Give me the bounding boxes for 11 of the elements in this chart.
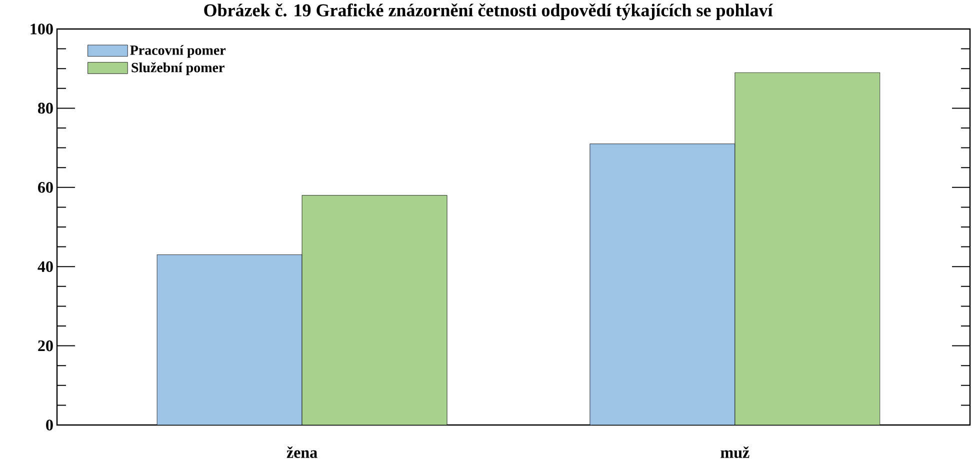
x-tick-label: žena xyxy=(286,446,318,458)
y-tick-label: 20 xyxy=(38,340,53,352)
legend-label: Pracovní pomer xyxy=(130,45,226,58)
y-tick-label: 80 xyxy=(38,102,53,114)
y-tick-label: 40 xyxy=(38,261,53,272)
y-tick-label: 0 xyxy=(46,420,53,430)
chart-title: Obrázek č. 19 Grafické znázornění četnosti odpovědí týkajících se pohlaví xyxy=(204,4,773,20)
y-tick-label: 60 xyxy=(38,182,53,193)
x-tick-label: muž xyxy=(720,446,750,458)
y-tick-label: 100 xyxy=(30,24,53,34)
legend-label: Služební pomer xyxy=(132,62,224,76)
